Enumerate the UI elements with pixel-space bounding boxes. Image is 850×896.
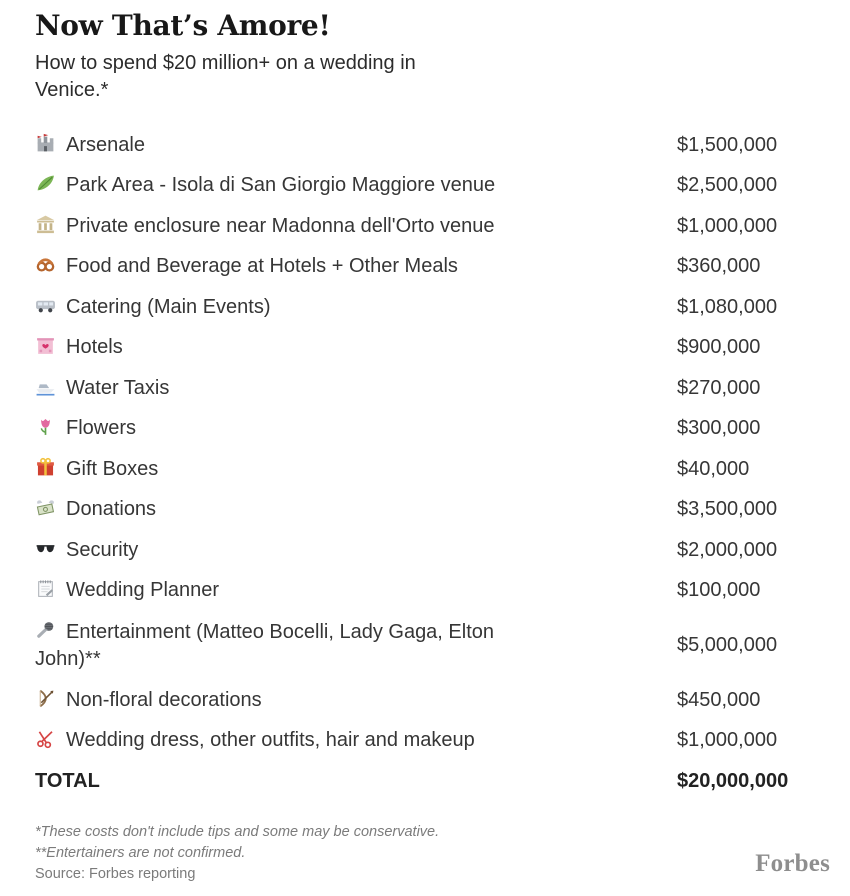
table-row: Wedding dress, other outfits, hair and m… xyxy=(35,721,830,762)
row-label: Water Taxis xyxy=(35,375,677,402)
row-label-text: Arsenale xyxy=(66,133,145,156)
row-label: Park Area - Isola di San Giorgio Maggior… xyxy=(35,172,677,199)
row-value: $900,000 xyxy=(677,336,761,359)
table-row: Catering (Main Events) $1,080,000 xyxy=(35,287,830,328)
row-label-text: Wedding dress, other outfits, hair and m… xyxy=(66,729,475,752)
row-value: $2,500,000 xyxy=(677,174,778,197)
leaf-icon xyxy=(35,173,58,194)
row-value: $1,500,000 xyxy=(677,133,778,156)
row-label: Flowers xyxy=(35,415,677,442)
row-value: $270,000 xyxy=(677,376,761,399)
table-row: Flowers $300,000 xyxy=(35,409,830,450)
table-row: Hotels $900,000 xyxy=(35,328,830,369)
forbes-logo: Forbes xyxy=(755,850,830,877)
table-row: Private enclosure near Madonna dell'Orto… xyxy=(35,206,830,247)
row-value: $100,000 xyxy=(677,579,761,602)
page-subtitle: How to spend $20 million+ on a wedding i… xyxy=(35,52,416,101)
table-row: Arsenale $1,500,000 xyxy=(35,125,830,166)
row-label: Arsenale xyxy=(35,132,677,159)
table-row: Wedding Planner $100,000 xyxy=(35,571,830,612)
row-label: Non-floral decorations xyxy=(35,687,677,714)
table-row: Non-floral decorations $450,000 xyxy=(35,680,830,721)
total-row: TOTAL $20,000,000 xyxy=(35,761,830,802)
source-line: Source: Forbes reporting xyxy=(35,865,196,882)
footnote-entertainers: **Entertainers are not confirmed. xyxy=(35,844,246,861)
scissors-icon xyxy=(35,728,58,749)
table-row: Security $2,000,000 xyxy=(35,530,830,571)
row-label-text: Food and Beverage at Hotels + Other Meal… xyxy=(66,255,458,278)
row-label-text: Park Area - Isola di San Giorgio Maggior… xyxy=(66,174,496,197)
row-label: Wedding Planner xyxy=(35,577,677,604)
row-label-text: Catering (Main Events) xyxy=(66,295,271,318)
row-label: Security xyxy=(35,537,677,564)
row-value: $2,000,000 xyxy=(677,538,778,561)
tulip-icon xyxy=(35,416,58,437)
row-label: Gift Boxes xyxy=(35,456,677,483)
row-label: Hotels xyxy=(35,334,677,361)
table-row: Entertainment (Matteo Bocelli, Lady Gaga… xyxy=(35,611,830,680)
table-row: Park Area - Isola di San Giorgio Maggior… xyxy=(35,166,830,207)
row-label-text: Wedding Planner xyxy=(66,579,220,602)
row-label: Entertainment (Matteo Bocelli, Lady Gaga… xyxy=(35,619,555,673)
row-value: $1,000,000 xyxy=(677,214,778,237)
row-label-text: Non-floral decorations xyxy=(66,688,262,711)
row-value: $5,000,000 xyxy=(677,634,778,656)
footnotes: *These costs don't include tips and some… xyxy=(35,822,830,885)
table-row: Water Taxis $270,000 xyxy=(35,368,830,409)
pretzel-icon xyxy=(35,254,58,275)
row-label-text: Private enclosure near Madonna dell'Orto… xyxy=(66,214,495,237)
row-label-text: Flowers xyxy=(66,417,137,440)
row-value: $360,000 xyxy=(677,255,761,278)
row-label: Private enclosure near Madonna dell'Orto… xyxy=(35,213,677,240)
footnote-costs: *These costs don't include tips and some… xyxy=(35,823,440,840)
row-label-text: Donations xyxy=(66,498,157,521)
row-value: $300,000 xyxy=(677,417,761,440)
minibus-icon xyxy=(35,295,58,316)
row-label: Catering (Main Events) xyxy=(35,294,677,321)
row-label-text: Gift Boxes xyxy=(66,457,159,480)
row-value: $450,000 xyxy=(677,688,761,711)
table-row: Gift Boxes $40,000 xyxy=(35,449,830,490)
bow-and-arrow-icon xyxy=(35,688,58,709)
row-value: $1,000,000 xyxy=(677,729,778,752)
row-label-text: Entertainment (Matteo Bocelli, Lady Gaga… xyxy=(35,620,495,670)
total-value: $20,000,000 xyxy=(677,769,789,792)
cost-table: Arsenale $1,500,000 Park Area - Isola di… xyxy=(35,125,830,802)
money-with-wings-icon xyxy=(35,497,58,518)
page-title: Now That’s Amore! xyxy=(35,9,331,42)
castle-icon xyxy=(35,133,58,154)
classical-building-icon xyxy=(35,214,58,235)
love-hotel-icon xyxy=(35,335,58,356)
total-label: TOTAL xyxy=(35,769,100,792)
table-row: Donations $3,500,000 xyxy=(35,490,830,531)
row-label: Donations xyxy=(35,496,677,523)
sunglasses-icon xyxy=(35,538,58,559)
gift-icon xyxy=(35,457,58,478)
row-label: Food and Beverage at Hotels + Other Meal… xyxy=(35,253,677,280)
microphone-icon xyxy=(35,620,58,641)
row-label: Wedding dress, other outfits, hair and m… xyxy=(35,727,677,754)
spiral-notepad-icon xyxy=(35,578,58,599)
row-label-text: Water Taxis xyxy=(66,376,170,399)
table-row: Food and Beverage at Hotels + Other Meal… xyxy=(35,247,830,288)
row-label-text: Security xyxy=(66,538,139,561)
row-value: $3,500,000 xyxy=(677,498,778,521)
row-label-text: Hotels xyxy=(66,336,123,359)
row-value: $40,000 xyxy=(677,457,750,480)
row-value: $1,080,000 xyxy=(677,295,778,318)
speedboat-icon xyxy=(35,376,58,397)
